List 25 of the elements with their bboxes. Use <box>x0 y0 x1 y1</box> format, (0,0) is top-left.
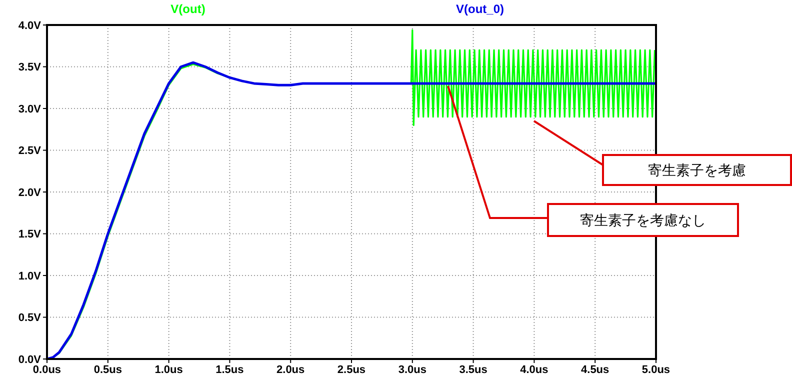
text: V(out_0) <box>456 2 504 16</box>
annotation: 寄生素子を考慮 <box>648 163 746 179</box>
y-tick-label: 2.5V <box>18 145 42 158</box>
y-tick-label: 1.0V <box>18 270 42 282</box>
y-tick-label: 3.5V <box>18 62 42 74</box>
annotation: 寄生素子を考慮なし <box>580 213 706 229</box>
y-tick-label: 1.5V <box>18 228 42 241</box>
y-tick-label: 0.5V <box>18 312 42 324</box>
y-tick-label: 2.0V <box>18 186 42 199</box>
x-tick-label: 4.5us <box>581 364 610 376</box>
x-tick-label: 4.0us <box>520 364 548 376</box>
x-tick-label: 1.5us <box>216 364 244 376</box>
x-tick-label: 2.0us <box>276 364 305 376</box>
x-tick-label: 0.0us <box>32 364 62 376</box>
callout-box: 寄生素子を考慮 <box>533 120 792 186</box>
x-tick-label: 2.5us <box>337 364 366 376</box>
x-tick-label: 5.0us <box>642 364 670 376</box>
y-tick-label: 4.0V <box>18 20 42 32</box>
x-tick-label: 3.0us <box>398 364 426 376</box>
y-tick-label: 3.0V <box>18 103 42 116</box>
x-tick-label: 0.5us <box>94 364 122 376</box>
text: V(out) <box>170 2 206 16</box>
x-tick-label: 3.5us <box>459 364 488 376</box>
x-tick-label: 1.0us <box>154 364 183 376</box>
y-tick-label: 0.0V <box>18 354 42 366</box>
